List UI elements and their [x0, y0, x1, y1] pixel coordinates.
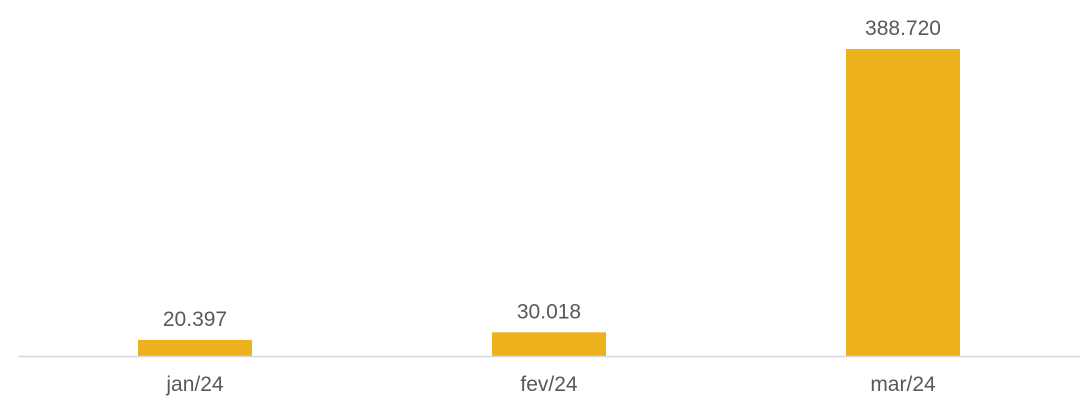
- x-tick-label-mar-24: mar/24: [870, 373, 936, 396]
- bar-mar-24: [846, 49, 960, 356]
- x-axis-ticks-group: jan/24 fev/24 mar/24: [165, 373, 936, 396]
- data-label-fev-24: 30.018: [517, 300, 581, 323]
- x-tick-label-fev-24: fev/24: [520, 373, 578, 396]
- data-label-jan-24: 20.397: [163, 308, 227, 331]
- bar-fev-24: [492, 332, 606, 356]
- data-labels-group: 20.397 30.018 388.720: [163, 17, 941, 331]
- data-label-mar-24: 388.720: [865, 17, 941, 40]
- x-tick-label-jan-24: jan/24: [165, 373, 224, 396]
- bar-jan-24: [138, 339, 252, 356]
- bars-group: [138, 49, 960, 356]
